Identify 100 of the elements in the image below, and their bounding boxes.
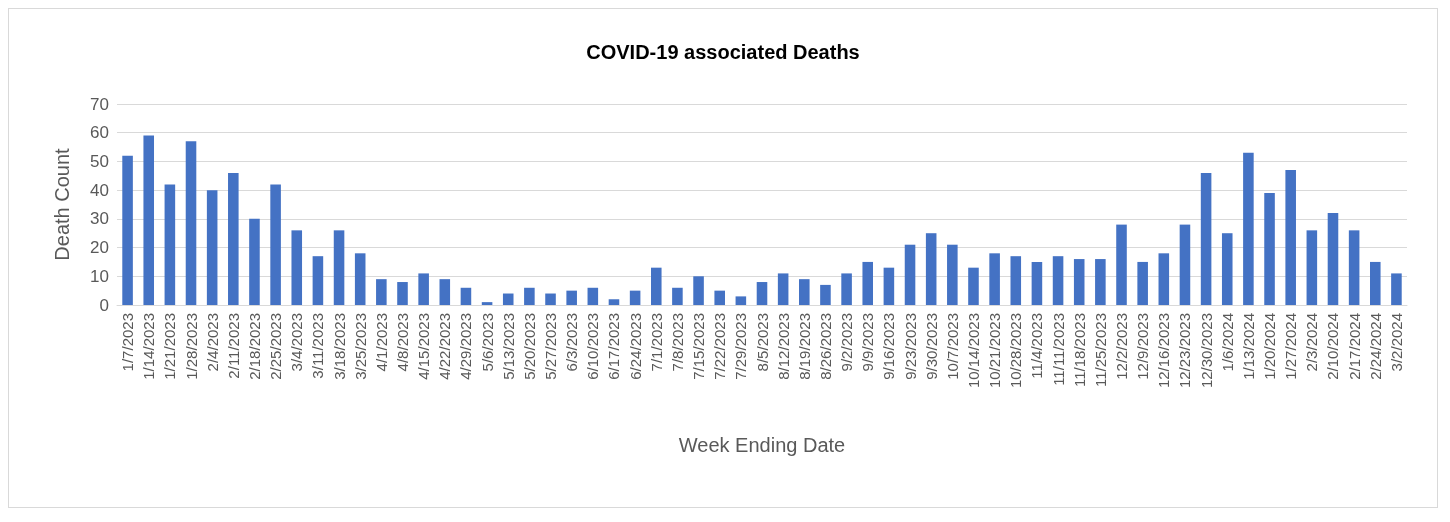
bar	[1179, 224, 1191, 305]
bar	[481, 302, 493, 305]
bar	[1327, 213, 1339, 305]
x-tick-label: 4/29/2023	[457, 313, 475, 380]
x-tick-label: 7/8/2023	[668, 313, 686, 372]
x-tick-label: 9/23/2023	[901, 313, 919, 380]
x-tick-label: 7/22/2023	[711, 313, 729, 380]
x-tick-label: 4/22/2023	[436, 313, 454, 380]
y-tick-label: 20	[90, 238, 109, 258]
x-tick-label: 3/18/2023	[330, 313, 348, 380]
bar	[418, 273, 429, 305]
bar	[756, 282, 768, 305]
y-tick-label: 10	[90, 266, 109, 286]
x-tick-label: 2/24/2024	[1366, 313, 1384, 380]
x-tick-label: 1/13/2024	[1239, 313, 1257, 380]
y-axis-title: Death Count	[51, 147, 73, 261]
bar	[502, 293, 514, 305]
bar	[650, 267, 662, 305]
x-tick-label: 8/26/2023	[816, 313, 834, 380]
y-tick-label: 30	[90, 209, 109, 229]
x-tick-label: 2/25/2023	[267, 313, 285, 380]
bar	[376, 279, 387, 305]
chart-title: COVID-19 associated Deaths	[586, 41, 860, 63]
x-tick-label: 9/9/2023	[859, 313, 877, 372]
bar	[989, 253, 1000, 305]
bar	[1116, 224, 1127, 305]
x-tick-label: 2/11/2023	[224, 313, 242, 379]
bar	[1158, 253, 1170, 305]
x-tick-label: 7/29/2023	[732, 313, 750, 380]
bar	[460, 287, 472, 305]
bar	[1095, 259, 1106, 305]
bar	[206, 190, 218, 305]
bar	[693, 276, 704, 305]
y-tick-label: 60	[90, 123, 109, 143]
x-tick-label: 2/17/2024	[1345, 313, 1363, 380]
x-tick-label: 10/28/2023	[1007, 313, 1025, 389]
bar	[1031, 261, 1043, 305]
bar	[524, 287, 535, 305]
x-tick-label: 4/15/2023	[415, 313, 433, 380]
bar	[1200, 172, 1212, 305]
bar	[566, 290, 577, 305]
x-tick-label: 1/21/2023	[161, 313, 179, 380]
x-tick-label: 6/3/2023	[563, 313, 581, 372]
bar	[883, 267, 895, 305]
x-tick-label: 1/7/2023	[119, 313, 137, 372]
x-tick-label: 8/12/2023	[774, 313, 792, 380]
x-tick-label: 11/25/2023	[1091, 313, 1109, 387]
x-tick-label: 11/18/2023	[1070, 313, 1088, 387]
y-tick-label: 50	[90, 151, 109, 171]
x-tick-label: 1/27/2024	[1282, 313, 1300, 380]
bar	[735, 296, 747, 305]
x-tick-label: 10/14/2023	[964, 313, 982, 389]
x-tick-label: 3/4/2023	[288, 313, 306, 372]
bar	[228, 172, 239, 305]
x-tick-label: 3/11/2023	[309, 313, 327, 379]
bar	[714, 290, 725, 305]
bar	[1285, 170, 1296, 305]
x-tick-label: 12/16/2023	[1155, 313, 1173, 389]
y-tick-label: 0	[99, 295, 109, 315]
bar	[947, 244, 958, 305]
x-tick-label: 11/11/2023	[1049, 313, 1067, 386]
x-tick-label: 10/21/2023	[986, 313, 1004, 389]
x-tick-label: 7/1/2023	[647, 313, 665, 372]
x-tick-label: 3/2/2024	[1387, 313, 1405, 372]
bar	[862, 261, 874, 305]
bar	[143, 135, 155, 305]
x-tick-label: 2/10/2024	[1324, 313, 1342, 380]
bar	[841, 273, 852, 305]
x-tick-label: 4/8/2023	[393, 313, 411, 372]
x-tick-label: 1/14/2023	[140, 313, 158, 380]
bar	[312, 256, 324, 305]
bar	[1052, 256, 1064, 305]
x-tick-label: 2/18/2023	[245, 313, 263, 380]
x-tick-label: 1/28/2023	[182, 313, 200, 380]
bar	[629, 290, 641, 305]
x-tick-label: 5/20/2023	[520, 313, 538, 380]
bar	[249, 218, 260, 305]
x-tick-label: 6/17/2023	[605, 313, 623, 380]
bar	[1073, 259, 1085, 305]
x-axis-title: Week Ending Date	[678, 434, 846, 456]
x-tick-label: 9/2/2023	[838, 313, 856, 372]
bar	[164, 184, 176, 305]
x-tick-label: 1/6/2024	[1218, 313, 1236, 372]
bar	[1391, 273, 1402, 305]
bar	[968, 267, 979, 305]
x-tick-label: 12/30/2023	[1197, 313, 1215, 389]
bar	[333, 230, 345, 305]
x-tick-label: 10/7/2023	[943, 313, 961, 380]
x-tick-label: 8/19/2023	[795, 313, 813, 380]
bar	[291, 230, 303, 305]
bar	[1348, 230, 1360, 305]
bar	[799, 279, 810, 305]
x-tick-label: 9/30/2023	[922, 313, 940, 380]
bar	[587, 287, 599, 305]
x-tick-label: 12/2/2023	[1113, 313, 1131, 380]
bar	[820, 284, 831, 305]
x-tick-label: 12/23/2023	[1176, 313, 1194, 389]
bar	[354, 253, 366, 305]
x-tick-label: 12/9/2023	[1134, 313, 1152, 380]
x-tick-label: 1/20/2024	[1261, 313, 1279, 380]
